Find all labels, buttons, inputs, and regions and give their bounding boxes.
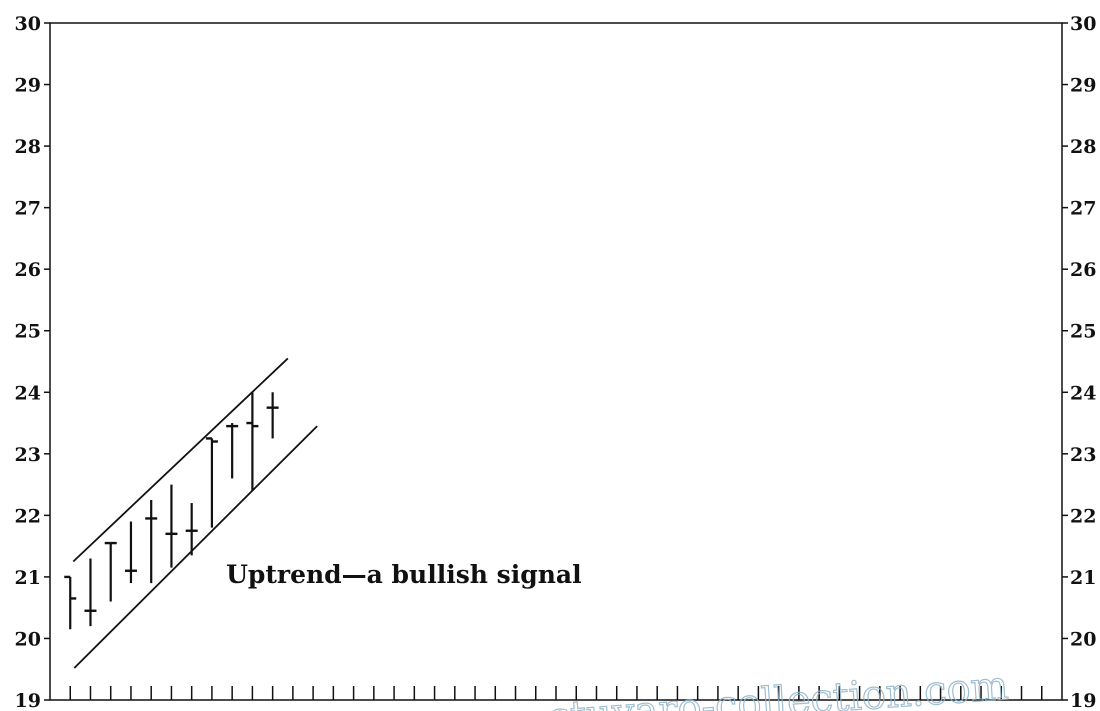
y-tick-label-left: 29	[15, 75, 41, 97]
annotation-uptrend: Uptrend—a bullish signal	[226, 560, 582, 589]
price-bar	[145, 499, 158, 584]
y-tick-label-left: 25	[15, 321, 41, 343]
y-tick-label-right: 20	[1070, 628, 1096, 650]
price-bar	[104, 541, 117, 602]
upper-channel-line	[72, 357, 289, 563]
y-tick-label-left: 28	[15, 136, 41, 158]
y-tick-label-left: 26	[15, 259, 41, 281]
y-tick-label-right: 22	[1070, 505, 1096, 527]
plot-frame	[49, 22, 1063, 701]
plot-border	[49, 22, 1063, 701]
y-tick-label-left: 21	[15, 567, 41, 589]
price-bar	[205, 437, 218, 528]
price-bar	[185, 503, 198, 556]
price-bars	[64, 392, 279, 630]
y-tick-label-left: 23	[15, 444, 41, 466]
price-bar	[246, 392, 259, 491]
y-tick-label-left: 24	[15, 382, 41, 404]
y-tick-label-right: 30	[1070, 13, 1096, 35]
trend-channel	[72, 357, 318, 669]
y-tick-label-left: 20	[15, 628, 41, 650]
watermark: stuvaro-collection.com	[548, 663, 1010, 711]
price-bar	[64, 575, 77, 630]
y-tick-label-left: 27	[15, 198, 41, 220]
y-tick-label-right: 21	[1070, 567, 1096, 589]
price-bar	[266, 392, 279, 439]
x-axis-ticks	[69, 686, 1043, 700]
price-bar	[165, 484, 178, 568]
y-tick-label-left: 30	[15, 13, 41, 35]
y-tick-label-right: 19	[1070, 690, 1096, 711]
y-tick-label-right: 28	[1070, 136, 1096, 158]
y-tick-label-right: 23	[1070, 444, 1096, 466]
y-tick-label-right: 27	[1070, 198, 1096, 220]
y-tick-label-right: 29	[1070, 75, 1096, 97]
y-tick-label-right: 25	[1070, 321, 1096, 343]
price-bar	[124, 521, 137, 584]
y-tick-label-left: 19	[15, 690, 41, 711]
price-bar	[84, 558, 97, 627]
y-axis-right: 19 20 21 22 23 24 25 26 27 28 29 30	[1062, 13, 1096, 711]
lower-channel-line	[73, 425, 318, 669]
y-axis-left: 19 20 21 22 23 24 25 26 27 28 29 30	[15, 13, 50, 711]
price-bar	[226, 423, 239, 479]
y-tick-label-left: 22	[15, 505, 41, 527]
y-tick-label-right: 26	[1070, 259, 1096, 281]
y-tick-label-right: 24	[1070, 382, 1096, 404]
